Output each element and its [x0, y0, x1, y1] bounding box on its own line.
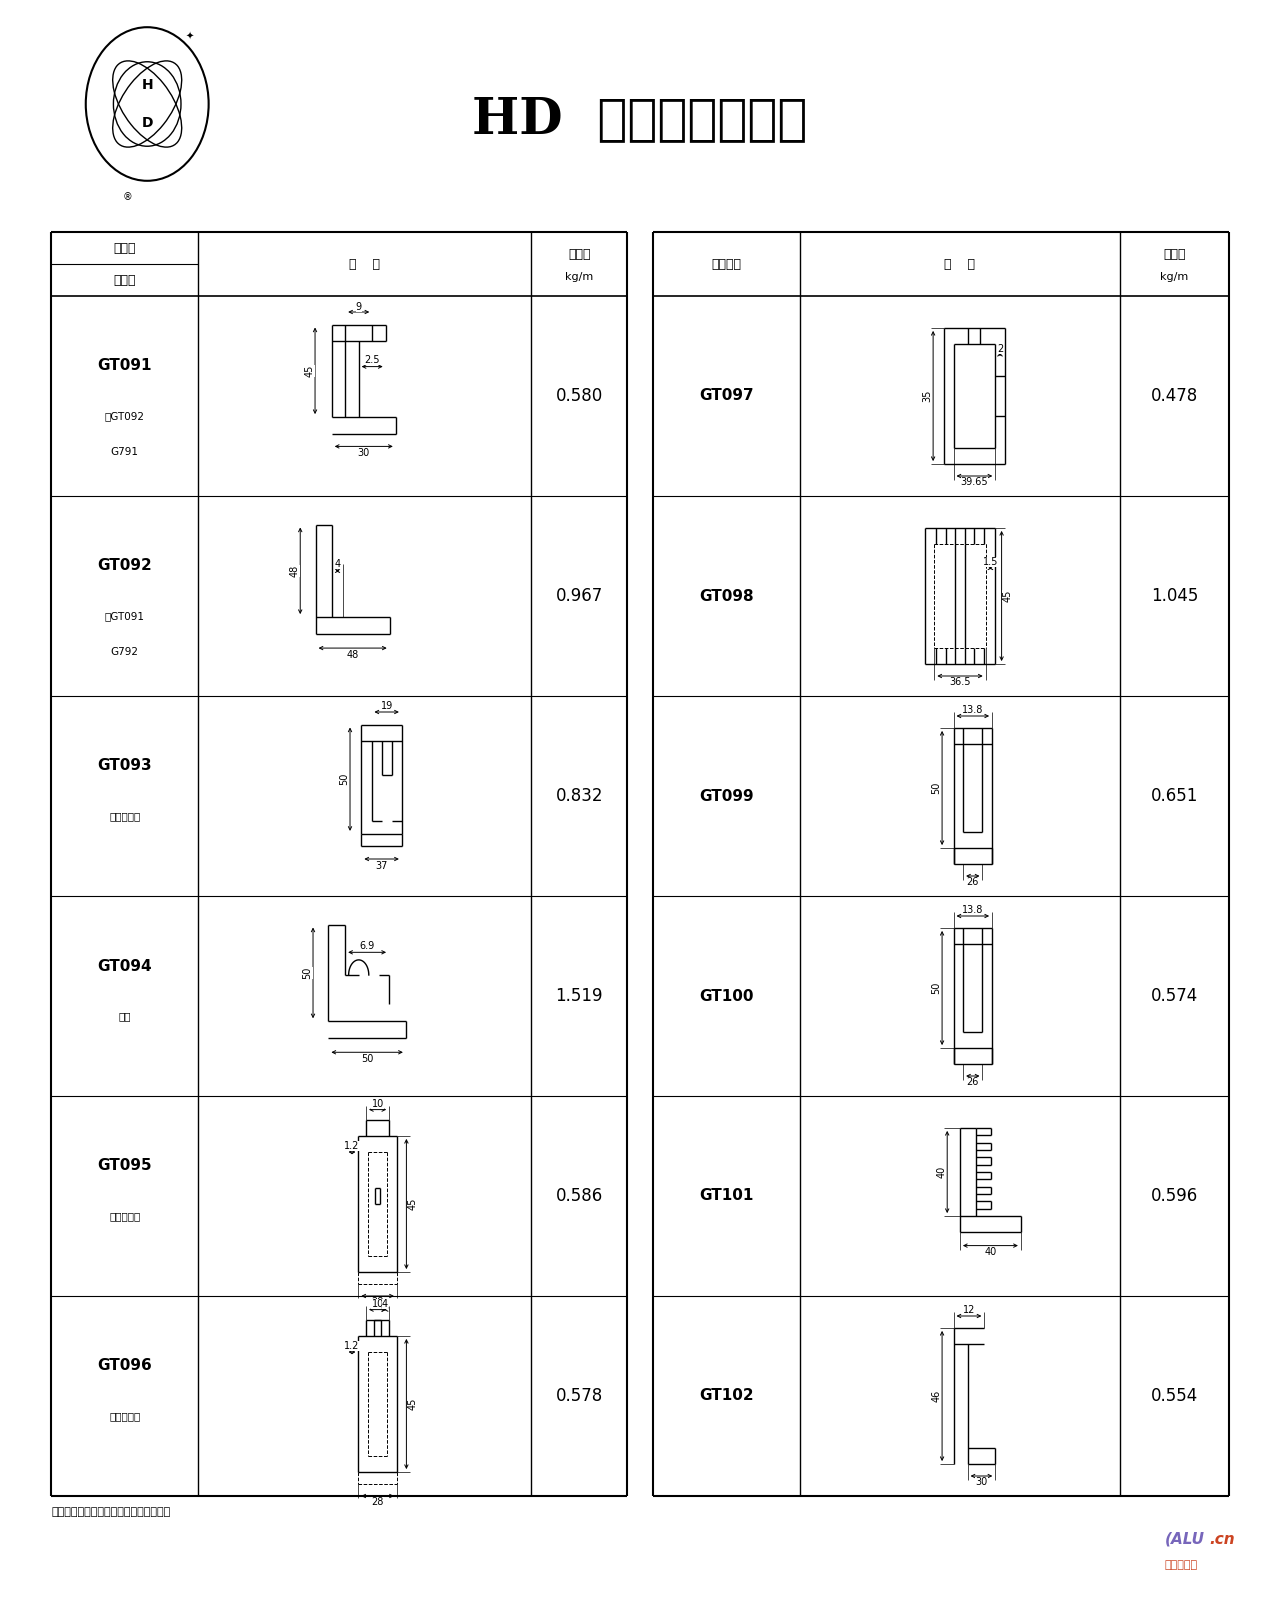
Text: 公司代号: 公司代号 — [712, 258, 741, 270]
Text: 50: 50 — [932, 782, 941, 794]
Text: kg/m: kg/m — [564, 272, 594, 282]
Text: 28: 28 — [371, 1296, 384, 1307]
Text: 4: 4 — [334, 558, 340, 570]
Text: 48: 48 — [347, 650, 358, 659]
Text: 0.586: 0.586 — [556, 1187, 603, 1205]
Text: .cn: .cn — [1210, 1531, 1235, 1547]
Text: 45: 45 — [407, 1198, 417, 1210]
Text: 10: 10 — [371, 1099, 384, 1109]
Text: D: D — [142, 117, 152, 130]
Text: H: H — [141, 78, 154, 91]
Text: 2.5: 2.5 — [365, 355, 380, 365]
Text: 28: 28 — [371, 1496, 384, 1507]
Text: GT092: GT092 — [97, 558, 152, 573]
Text: 12: 12 — [963, 1306, 975, 1315]
Text: ✦: ✦ — [186, 32, 193, 42]
Text: 45: 45 — [407, 1398, 417, 1410]
Text: 50: 50 — [302, 966, 312, 979]
Text: 39.65: 39.65 — [960, 477, 988, 488]
Text: 线密度: 线密度 — [1164, 248, 1185, 261]
Text: 13.8: 13.8 — [963, 906, 983, 915]
Text: 30: 30 — [357, 448, 370, 458]
Text: 角码: 角码 — [119, 1011, 131, 1021]
Text: 40: 40 — [937, 1166, 946, 1178]
Text: 中国铝业网: 中国铝业网 — [1165, 1560, 1198, 1570]
Text: GT097: GT097 — [699, 389, 754, 403]
Text: 19: 19 — [380, 701, 393, 710]
Text: 0.580: 0.580 — [556, 387, 603, 405]
Text: HD  太阳能系列型材: HD 太阳能系列型材 — [472, 96, 808, 144]
Text: 把GT091: 把GT091 — [105, 611, 145, 621]
Text: 40: 40 — [984, 1246, 997, 1258]
Text: GT093: GT093 — [97, 758, 152, 773]
Text: 26: 26 — [966, 1077, 979, 1086]
Text: 1.5: 1.5 — [983, 557, 998, 568]
Text: 太阳能外框: 太阳能外框 — [109, 1411, 141, 1421]
Text: 0.596: 0.596 — [1151, 1187, 1198, 1205]
Text: 50: 50 — [932, 982, 941, 994]
Text: 37: 37 — [375, 861, 388, 870]
Text: 线密度仅供参考，出货以实际磅重为准！: 线密度仅供参考，出货以实际磅重为准！ — [51, 1507, 170, 1517]
Text: 0.478: 0.478 — [1151, 387, 1198, 405]
Text: 新图号: 新图号 — [114, 242, 136, 254]
Text: 4: 4 — [381, 1299, 388, 1309]
Text: GT096: GT096 — [97, 1358, 152, 1373]
Text: 0.651: 0.651 — [1151, 787, 1198, 805]
Text: 0.574: 0.574 — [1151, 987, 1198, 1005]
Text: 1.2: 1.2 — [344, 1141, 360, 1152]
Text: 旧图号: 旧图号 — [114, 274, 136, 286]
Text: 9: 9 — [356, 302, 362, 312]
Text: 35: 35 — [923, 390, 932, 402]
Text: 太阳能外框: 太阳能外框 — [109, 811, 141, 821]
Text: (ALU: (ALU — [1165, 1531, 1204, 1547]
Text: 6.9: 6.9 — [360, 941, 375, 950]
Text: GT091: GT091 — [97, 358, 152, 373]
Text: 45: 45 — [1002, 590, 1012, 602]
Text: 50: 50 — [361, 1054, 374, 1064]
Text: 0.832: 0.832 — [556, 787, 603, 805]
Text: 50: 50 — [339, 773, 349, 786]
Text: 1.045: 1.045 — [1151, 587, 1198, 605]
Text: GT094: GT094 — [97, 958, 152, 973]
Text: 48: 48 — [289, 565, 300, 578]
Text: 简    图: 简 图 — [945, 258, 975, 270]
Text: 2: 2 — [997, 344, 1004, 354]
Text: ®: ® — [123, 192, 133, 202]
Text: 简    图: 简 图 — [349, 258, 380, 270]
Text: G792: G792 — [111, 646, 138, 658]
Text: GT099: GT099 — [699, 789, 754, 803]
Text: kg/m: kg/m — [1160, 272, 1189, 282]
Text: 0.967: 0.967 — [556, 587, 603, 605]
Text: 36.5: 36.5 — [950, 677, 970, 688]
Text: GT100: GT100 — [699, 989, 754, 1003]
Text: GT098: GT098 — [699, 589, 754, 603]
Text: GT101: GT101 — [699, 1189, 754, 1203]
Text: GT102: GT102 — [699, 1389, 754, 1403]
Text: 线密度: 线密度 — [568, 248, 590, 261]
Text: 原GT092: 原GT092 — [105, 411, 145, 421]
Text: 13.8: 13.8 — [963, 706, 983, 715]
Text: 1.2: 1.2 — [344, 1341, 360, 1352]
Text: 太阳能外框: 太阳能外框 — [109, 1211, 141, 1221]
Text: G791: G791 — [111, 446, 138, 458]
Text: 0.578: 0.578 — [556, 1387, 603, 1405]
Text: 45: 45 — [305, 365, 315, 378]
Text: 30: 30 — [975, 1477, 988, 1486]
Text: 10: 10 — [371, 1299, 384, 1309]
Text: 1.519: 1.519 — [556, 987, 603, 1005]
Text: GT095: GT095 — [97, 1158, 152, 1173]
Text: 0.554: 0.554 — [1151, 1387, 1198, 1405]
Text: 26: 26 — [966, 877, 979, 886]
Text: 46: 46 — [932, 1390, 941, 1402]
